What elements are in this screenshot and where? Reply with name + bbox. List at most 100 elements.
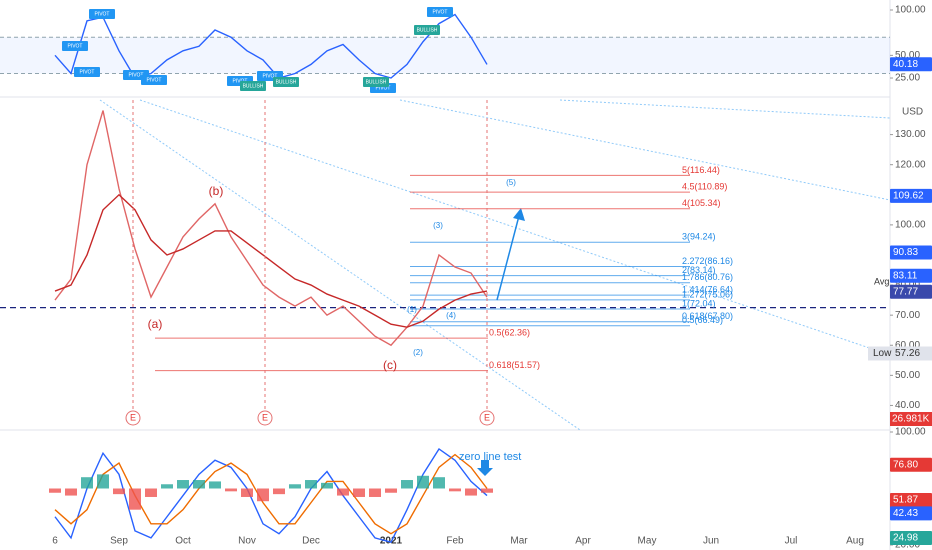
price-label-box xyxy=(890,506,932,521)
y-tick-label: 50.00 xyxy=(895,50,920,61)
event-marker xyxy=(479,410,495,426)
trendline xyxy=(559,99,891,119)
price-label-box xyxy=(890,57,932,72)
x-tick-label: Oct xyxy=(175,536,191,547)
pivot-label: PIVOT xyxy=(94,11,109,17)
fib-label: 1.272(75.06) xyxy=(682,289,733,299)
pivot-label: PIVOT xyxy=(146,77,161,83)
pivot-box xyxy=(74,67,100,77)
fib-label: 1(72.04) xyxy=(682,298,716,308)
histogram-bar xyxy=(321,482,333,489)
pivot-label: BULLISH xyxy=(243,83,264,89)
event-label: E xyxy=(262,412,268,422)
histogram-bar xyxy=(81,477,93,489)
wave-label: (3) xyxy=(433,221,443,230)
fib-label: 0.5(62.36) xyxy=(489,328,530,338)
y-tick-label: 120.00 xyxy=(895,159,926,170)
series-line xyxy=(54,110,488,347)
pivot-label: BULLISH xyxy=(276,79,297,85)
x-tick-label: Jun xyxy=(703,536,719,547)
pivot-label: PIVOT xyxy=(262,73,277,79)
pivot-label: PIVOT xyxy=(375,85,390,91)
histogram-bar xyxy=(177,480,189,489)
histogram-bar xyxy=(97,474,109,489)
volume-label: 26.981K xyxy=(892,414,930,425)
x-tick-label: Jul xyxy=(785,536,798,547)
price-label: 76.80 xyxy=(893,459,918,470)
pivot-label: PIVOT xyxy=(67,43,82,49)
histogram-bar xyxy=(65,488,77,496)
wave-label: (b) xyxy=(209,184,224,198)
low-label: Low xyxy=(873,348,892,359)
price-label-box xyxy=(890,245,932,260)
y-tick-label: 40.00 xyxy=(895,400,920,411)
histogram-bar xyxy=(289,484,301,489)
fib-label: 0.618(51.57) xyxy=(489,360,540,370)
price-label-box xyxy=(890,492,932,507)
pivot-label: BULLISH xyxy=(366,79,387,85)
y-tick-label: 130.00 xyxy=(895,129,926,140)
event-marker xyxy=(125,410,141,426)
x-tick-label: 6 xyxy=(52,536,58,547)
event-label: E xyxy=(484,412,490,422)
wave-label: (4) xyxy=(446,311,456,320)
price-label-box xyxy=(890,530,932,545)
pivot-box xyxy=(89,9,115,19)
histogram-bar xyxy=(209,481,221,489)
histogram-bar xyxy=(337,488,349,496)
histogram-bar xyxy=(401,480,413,489)
price-label: 90.83 xyxy=(893,247,918,258)
pivot-box xyxy=(62,41,88,51)
x-tick-label: Feb xyxy=(446,536,464,547)
pivot-label: PIVOT xyxy=(79,69,94,75)
wave-label: (2) xyxy=(413,348,423,357)
series-line xyxy=(54,193,488,328)
pivot-label: PIVOT xyxy=(128,72,143,78)
histogram-bar xyxy=(193,480,205,489)
fib-label: 2(83.14) xyxy=(682,265,716,275)
histogram-bar xyxy=(49,488,61,493)
histogram-bar xyxy=(417,475,429,489)
avg-label: Avg xyxy=(874,276,889,286)
arrow-head xyxy=(513,208,525,221)
rsi-band xyxy=(0,37,890,74)
series-line xyxy=(54,447,488,543)
histogram-bar xyxy=(257,488,269,502)
fib-label: 4.5(110.89) xyxy=(682,181,727,191)
wave-label: (c) xyxy=(383,358,397,372)
histogram-bar xyxy=(129,488,141,510)
volume-box xyxy=(890,412,932,426)
pivot-box xyxy=(240,81,266,91)
histogram-bar xyxy=(385,488,397,493)
histogram-bar xyxy=(273,488,285,495)
pivot-label: BULLISH xyxy=(417,27,438,33)
histogram-bar xyxy=(145,488,157,497)
histogram-bar xyxy=(369,488,381,497)
pivot-box xyxy=(273,77,299,87)
series-line xyxy=(54,13,488,79)
histogram-bar xyxy=(433,477,445,489)
price-label: 77.77 xyxy=(893,286,918,297)
x-tick-label: Dec xyxy=(302,536,320,547)
fib-label: 4(105.34) xyxy=(682,198,721,208)
histogram-bar xyxy=(225,488,237,492)
x-tick-label: Aug xyxy=(846,536,864,547)
wave-label: (1) xyxy=(407,305,417,314)
price-label: 83.11 xyxy=(893,270,918,281)
trendline xyxy=(399,99,891,201)
x-tick-label: Apr xyxy=(575,536,591,547)
wave-label: (a) xyxy=(148,317,163,331)
fib-label: 0.618(67.80) xyxy=(682,311,733,321)
low-box xyxy=(868,346,932,361)
low-value: 57.26 xyxy=(895,348,920,359)
x-tick-label: May xyxy=(638,536,657,547)
x-tick-label: Sep xyxy=(110,536,128,547)
currency-label: USD xyxy=(902,107,923,118)
histogram-bar xyxy=(113,488,125,495)
y-tick-label: 60.00 xyxy=(895,340,920,351)
price-label: 40.18 xyxy=(893,59,918,70)
price-label: 42.43 xyxy=(893,508,918,519)
wave-label: (5) xyxy=(506,178,516,187)
x-tick-label: Nov xyxy=(238,536,256,547)
